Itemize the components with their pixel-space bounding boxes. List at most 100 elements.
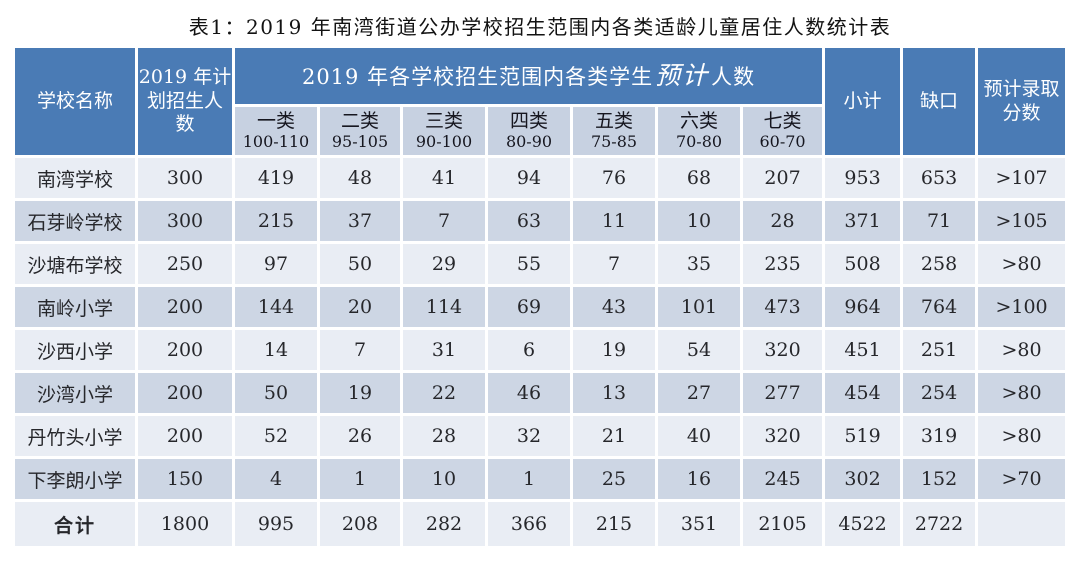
group-title-suffix: 人数	[711, 65, 756, 90]
category-value-cell: 54	[658, 330, 740, 370]
school-name-cell: 沙西小学	[15, 330, 135, 370]
header-planned-enrollment: 2019 年计划招生人数	[138, 48, 232, 155]
category-value-cell: 48	[320, 158, 400, 198]
category-value-cell: 351	[658, 502, 740, 546]
table-row: 南岭小学 200 144 20 114 69 43 101 473 964 76…	[15, 287, 1066, 327]
score-cell: >107	[978, 158, 1066, 198]
header-category-5: 五类 75-85	[573, 107, 655, 155]
header-category-7: 七类 60-70	[743, 107, 823, 155]
group-title-script-word: 预计	[655, 61, 710, 91]
category-value-cell: 114	[403, 287, 485, 327]
category-value-cell: 43	[573, 287, 655, 327]
category-label: 一类	[256, 109, 295, 132]
planned-cell: 300	[138, 158, 232, 198]
category-value-cell: 22	[403, 373, 485, 413]
category-label: 七类	[763, 109, 802, 132]
score-cell: >80	[978, 330, 1066, 370]
category-value-cell: 28	[743, 201, 823, 241]
score-cell: >70	[978, 459, 1066, 499]
category-value-cell: 19	[320, 373, 400, 413]
category-range: 70-80	[675, 131, 723, 151]
school-name-cell: 南岭小学	[15, 287, 135, 327]
gap-cell: 2722	[903, 502, 976, 546]
header-gap: 缺口	[903, 48, 976, 155]
category-value-cell: 10	[658, 201, 740, 241]
school-name-cell: 南湾学校	[15, 158, 135, 198]
category-value-cell: 215	[573, 502, 655, 546]
category-value-cell: 16	[658, 459, 740, 499]
category-value-cell: 207	[743, 158, 823, 198]
category-value-cell: 320	[743, 330, 823, 370]
category-range: 75-85	[590, 131, 638, 151]
category-value-cell: 282	[403, 502, 485, 546]
table-title: 表1：2019 年南湾街道公办学校招生范围内各类适龄儿童居住人数统计表	[188, 15, 892, 39]
category-value-cell: 277	[743, 373, 823, 413]
subtotal-cell: 519	[825, 416, 901, 456]
subtotal-cell: 302	[825, 459, 901, 499]
category-value-cell: 14	[235, 330, 317, 370]
category-value-cell: 366	[488, 502, 570, 546]
category-value-cell: 97	[235, 244, 317, 284]
table-row: 丹竹头小学 200 52 26 28 32 21 40 320 519 319 …	[15, 416, 1066, 456]
category-value-cell: 31	[403, 330, 485, 370]
group-title-prefix: 2019 年各学校招生范围内各类学生	[301, 65, 654, 90]
gap-cell: 764	[903, 287, 976, 327]
category-range: 100-110	[242, 131, 310, 151]
category-value-cell: 55	[488, 244, 570, 284]
category-value-cell: 21	[573, 416, 655, 456]
planned-cell: 150	[138, 459, 232, 499]
school-name-cell: 沙湾小学	[15, 373, 135, 413]
total-label-cell: 合计	[15, 502, 135, 546]
category-value-cell: 37	[320, 201, 400, 241]
table-row: 沙塘布学校 250 97 50 29 55 7 35 235 508 258 >…	[15, 244, 1066, 284]
table-row: 沙西小学 200 14 7 31 6 19 54 320 451 251 >80	[15, 330, 1066, 370]
planned-cell: 250	[138, 244, 232, 284]
score-cell	[978, 502, 1066, 546]
category-value-cell: 69	[488, 287, 570, 327]
category-value-cell: 46	[488, 373, 570, 413]
category-range: 90-100	[415, 131, 473, 151]
table-row: 沙湾小学 200 50 19 22 46 13 27 277 454 254 >…	[15, 373, 1066, 413]
category-value-cell: 68	[658, 158, 740, 198]
header-subtotal: 小计	[825, 48, 901, 155]
category-value-cell: 29	[403, 244, 485, 284]
category-value-cell: 50	[320, 244, 400, 284]
category-value-cell: 144	[235, 287, 317, 327]
category-value-cell: 35	[658, 244, 740, 284]
school-name-cell: 石芽岭学校	[15, 201, 135, 241]
planned-cell: 300	[138, 201, 232, 241]
gap-cell: 319	[903, 416, 976, 456]
category-value-cell: 40	[658, 416, 740, 456]
category-value-cell: 10	[403, 459, 485, 499]
category-value-cell: 26	[320, 416, 400, 456]
subtotal-cell: 953	[825, 158, 901, 198]
subtotal-cell: 371	[825, 201, 901, 241]
category-value-cell: 101	[658, 287, 740, 327]
category-value-cell: 20	[320, 287, 400, 327]
category-value-cell: 419	[235, 158, 317, 198]
header-row-top: 学校名称 2019 年计划招生人数 2019 年各学校招生范围内各类学生预计人数…	[15, 48, 1066, 155]
category-value-cell: 1	[320, 459, 400, 499]
gap-cell: 152	[903, 459, 976, 499]
category-value-cell: 25	[573, 459, 655, 499]
score-cell: >80	[978, 244, 1066, 284]
category-value-cell: 208	[320, 502, 400, 546]
category-value-cell: 28	[403, 416, 485, 456]
total-row: 合计 1800 995 208 282 366 215 351 2105 452…	[15, 502, 1066, 546]
subtotal-cell: 4522	[825, 502, 901, 546]
category-value-cell: 6	[488, 330, 570, 370]
subtotal-cell: 508	[825, 244, 901, 284]
table-row: 南湾学校 300 419 48 41 94 76 68 207 953 653 …	[15, 158, 1066, 198]
category-range: 80-90	[505, 131, 553, 151]
category-value-cell: 7	[320, 330, 400, 370]
header-row-categories: 一类 100-110 二类 95-105 三类 90-100 四类 80-90 …	[15, 107, 1065, 155]
category-range: 60-70	[759, 131, 806, 151]
category-value-cell: 235	[743, 244, 823, 284]
category-value-cell: 320	[743, 416, 823, 456]
category-label: 六类	[679, 109, 718, 132]
planned-cell: 200	[138, 287, 232, 327]
category-value-cell: 52	[235, 416, 317, 456]
category-value-cell: 94	[488, 158, 570, 198]
subtotal-cell: 451	[825, 330, 901, 370]
school-name-cell: 沙塘布学校	[15, 244, 135, 284]
